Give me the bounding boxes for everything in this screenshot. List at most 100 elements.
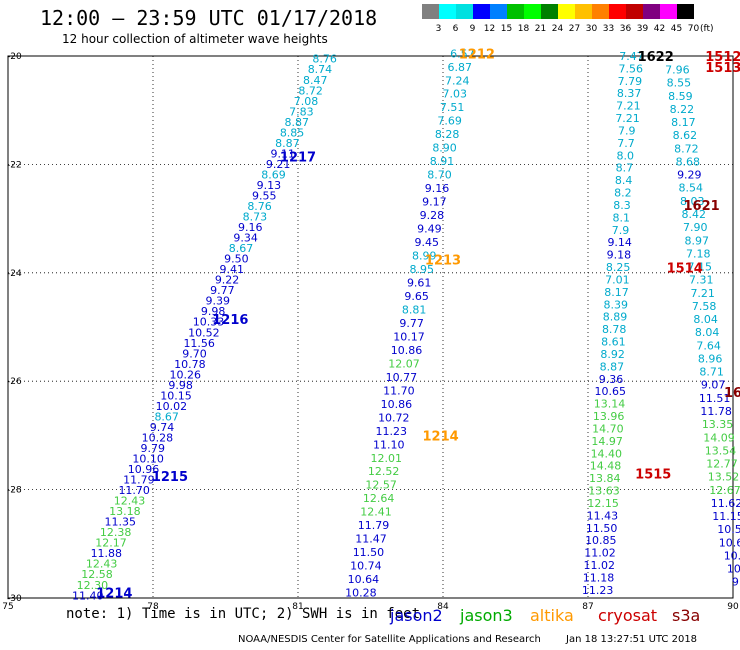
data-label-cryosat: 7.79 [618, 75, 643, 88]
x-tick-label: 90 [727, 602, 739, 612]
data-label-altika: 9.16 [425, 182, 450, 195]
data-label-altika: 10.74 [350, 560, 382, 573]
colorbar-swatch [541, 4, 558, 19]
data-label-altika: 12.64 [363, 492, 395, 505]
data-label-altika: 7.03 [442, 88, 467, 101]
data-label-jason2: 12.43 [86, 558, 118, 571]
data-label-s3a: 10 [727, 563, 740, 576]
data-label-altika: 12.52 [368, 465, 400, 478]
data-label-jason2: 8.67 [229, 242, 254, 255]
data-label-cryosat: 11.23 [582, 584, 614, 597]
data-label-s3a: 11.15 [712, 510, 740, 523]
data-label-altika: 8.95 [409, 263, 434, 276]
data-label-s3a: 7.18 [686, 247, 711, 260]
data-label-cryosat: 7.56 [618, 62, 643, 75]
data-label-cryosat: 11.18 [583, 571, 615, 584]
data-label-cryosat: 8.61 [601, 336, 626, 349]
data-label-jason2: 8.47 [303, 74, 328, 87]
colorbar-label: 33 [602, 24, 615, 34]
data-label-jason2: 9.21 [266, 158, 291, 171]
data-label-jason2: 9.55 [252, 189, 277, 202]
data-label-cryosat: 11.50 [586, 522, 618, 535]
colorbar-label: 21 [534, 24, 547, 34]
data-label-jason2: 10.15 [160, 389, 192, 402]
data-label-jason2: 8.76 [312, 53, 337, 66]
data-label-cryosat: 8.4 [615, 174, 633, 187]
data-label-cryosat: 8.87 [600, 360, 625, 373]
pass-label: 1214 [422, 429, 458, 444]
data-label-s3a: 8.42 [682, 208, 707, 221]
data-label-jason2: 11.79 [123, 474, 155, 487]
data-label-jason2: 9.16 [238, 221, 263, 234]
data-label-jason2: 9.39 [206, 295, 231, 308]
data-label-cryosat: 10.85 [585, 534, 617, 547]
data-label-s3a: 13.35 [702, 418, 734, 431]
data-label-altika: 6.87 [448, 61, 473, 74]
data-label-cryosat: 8.92 [600, 348, 625, 361]
data-label-jason2: 8.73 [243, 211, 268, 224]
data-label-cryosat: 7.21 [616, 100, 641, 113]
data-label-s3a: 9.07 [701, 379, 726, 392]
colorbar-swatch [677, 4, 694, 19]
data-label-s3a: 8.71 [699, 366, 724, 379]
pass-label: 1214 [96, 587, 132, 602]
colorbar-unit: (ft) [700, 24, 714, 34]
data-label-altika: 12.07 [388, 357, 420, 370]
data-label-cryosat: 8.37 [617, 87, 642, 100]
data-label-altika: 11.47 [355, 533, 387, 546]
data-label-cryosat: 7.9 [612, 224, 630, 237]
data-label-cryosat: 8.2 [614, 187, 632, 200]
data-label-s3a: 13.54 [705, 444, 737, 457]
data-label-jason2: 9.98 [168, 379, 193, 392]
data-label-jason2: 10.52 [188, 326, 220, 339]
data-label-jason2: 8.74 [308, 63, 333, 76]
data-label-jason2: 13.18 [109, 505, 141, 518]
data-label-jason2: 8.72 [298, 84, 323, 97]
colorbar-label: 30 [585, 24, 598, 34]
colorbar-swatch [507, 4, 524, 19]
data-label-jason2: 9.79 [141, 442, 166, 455]
data-label-cryosat: 8.78 [602, 323, 627, 336]
data-label-jason2: 10.96 [128, 463, 160, 476]
x-tick-label: 87 [582, 602, 593, 612]
colorbar-swatch [660, 4, 677, 19]
y-tick-label: -22 [7, 160, 22, 170]
pass-label: 1216 [212, 313, 248, 328]
data-label-jason2: 8.76 [247, 200, 272, 213]
data-label-s3a: 7.64 [696, 339, 721, 352]
pass-label: 1514 [667, 261, 703, 276]
data-label-jason2: 11.70 [118, 484, 150, 497]
pass-label: 1621 [683, 199, 719, 214]
pass-label: 1515 [635, 467, 671, 482]
colorbar-label: 45 [670, 24, 683, 34]
legend-jason3: jason3 [460, 606, 513, 625]
data-label-s3a: 9.29 [677, 169, 702, 182]
data-label-altika: 9.28 [420, 209, 445, 222]
data-label-jason2: 10.10 [132, 453, 164, 466]
data-label-altika: 8.91 [430, 155, 455, 168]
data-label-s3a: 8.72 [674, 142, 699, 155]
data-label-altika: 9.61 [407, 276, 432, 289]
data-label-jason2: 10.28 [142, 431, 174, 444]
data-label-s3a: 11.78 [700, 405, 732, 418]
y-tick-label: -28 [7, 486, 22, 496]
footer-note: note: 1) Time is in UTC; 2) SWH is in fe… [66, 606, 421, 622]
colorbar-swatch [575, 4, 592, 19]
data-label-cryosat: 8.39 [604, 298, 629, 311]
data-label-s3a: 8.55 [667, 77, 692, 90]
data-label-cryosat: 7.7 [617, 137, 635, 150]
page-subtitle: 12 hour collection of altimeter wave hei… [62, 32, 328, 46]
data-label-altika: 9.45 [415, 236, 440, 249]
data-label-jason2: 7.83 [289, 105, 314, 118]
data-label-altika: 10.28 [345, 587, 377, 600]
data-label-altika: 8.99 [412, 250, 437, 263]
data-label-s3a: 8.04 [693, 313, 718, 326]
data-label-cryosat: 13.96 [593, 410, 625, 423]
data-label-s3a: 12.77 [706, 458, 738, 471]
data-label-altika: 11.70 [383, 384, 415, 397]
data-label-jason2: 8.67 [154, 410, 179, 423]
data-label-jason2: 11.35 [105, 516, 137, 529]
data-label-s3a: 8.97 [685, 234, 710, 247]
